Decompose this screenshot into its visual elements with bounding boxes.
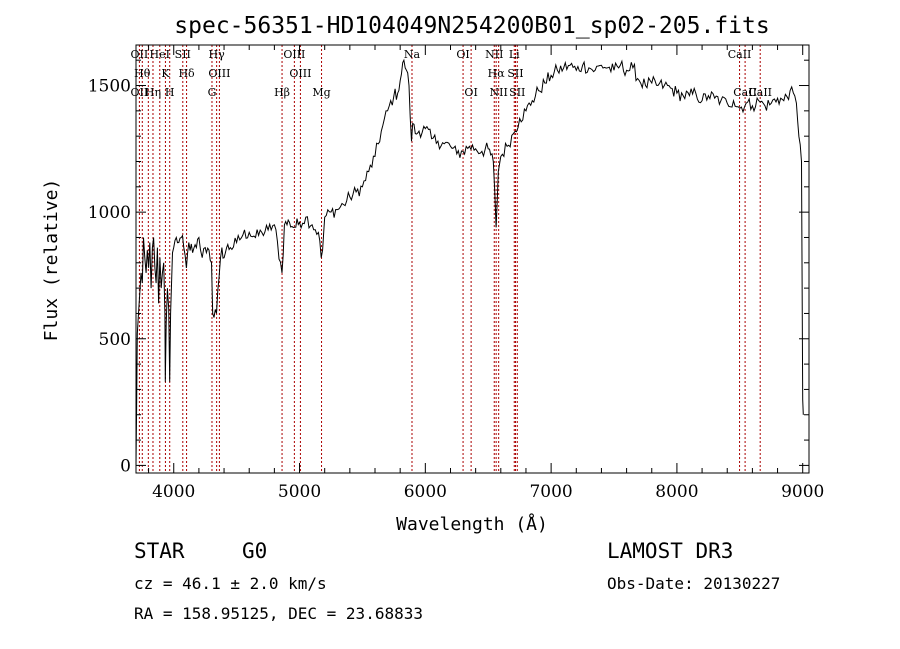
x-tick-label: 6000 xyxy=(404,482,447,502)
reference-line-label: H xyxy=(165,86,175,99)
plot-frame xyxy=(135,44,810,474)
reference-line-label: Na xyxy=(404,48,421,61)
reference-line-label: Hθ xyxy=(134,67,151,80)
y-tick-label: 1500 xyxy=(88,77,131,97)
x-tick-label: 4000 xyxy=(152,482,195,502)
object-class: STAR xyxy=(134,539,185,563)
reference-line-label: Hδ xyxy=(178,67,195,80)
reference-line-label: K xyxy=(161,67,170,80)
x-tick-label: 9000 xyxy=(781,482,824,502)
spectrum-line xyxy=(135,58,804,466)
y-axis-label: Flux (relative) xyxy=(41,179,62,342)
x-axis-label: Wavelength (Å) xyxy=(396,513,548,535)
reference-line-label: Hη xyxy=(145,86,161,99)
reference-line-label: Li xyxy=(509,48,520,61)
reference-line-label: Mg xyxy=(312,86,330,99)
reference-line-label: Hβ xyxy=(274,86,290,99)
reference-line-label: HeI xyxy=(150,48,170,61)
reference-line-labels: OIIOIIHθHηHeIKHSIIHδGHγOIIIHβOIIIOIIIMgN… xyxy=(131,48,772,99)
reference-line-label: OII xyxy=(131,86,149,99)
chart-title: spec-56351-HD104049N254200B01_sp02-205.f… xyxy=(174,13,769,39)
y-tick-label: 500 xyxy=(99,330,131,350)
survey-name: LAMOST DR3 xyxy=(607,539,734,563)
reference-line-label: SII xyxy=(509,86,525,99)
reference-line-label: CaII xyxy=(728,48,752,61)
x-tick-label: 7000 xyxy=(529,482,572,502)
reference-line-label: NII xyxy=(485,48,503,61)
x-tick-label: 8000 xyxy=(655,482,698,502)
reference-line-label: OIII xyxy=(283,48,305,61)
reference-line-label: OI xyxy=(464,86,477,99)
y-tick-label: 1000 xyxy=(88,203,131,223)
reference-line-label: Hγ xyxy=(209,48,226,61)
reference-line-label: NII xyxy=(490,86,508,99)
obs-date: Obs-Date: 20130227 xyxy=(607,574,781,593)
x-axis: 4000 5000 6000 7000 8000 9000 xyxy=(148,45,824,502)
spectrum-series xyxy=(135,58,804,466)
reference-line-label: OI xyxy=(456,48,469,61)
reference-line-label: OIII xyxy=(289,67,311,80)
reference-line-label: OIII xyxy=(208,67,230,80)
x-tick-label: 5000 xyxy=(278,482,321,502)
redshift-value: cz = 46.1 ± 2.0 km/s xyxy=(134,574,327,593)
coordinates: RA = 158.95125, DEC = 23.68833 xyxy=(134,604,423,623)
reference-line-label: CaII xyxy=(733,86,757,99)
reference-line-label: Hα xyxy=(488,67,506,80)
object-subclass: G0 xyxy=(242,539,268,563)
reference-line-label: SII xyxy=(175,48,191,61)
reference-line-label: G xyxy=(208,86,217,99)
reference-lines xyxy=(138,45,761,473)
reference-line-label: OII xyxy=(131,48,149,61)
y-tick-label: 0 xyxy=(120,456,131,476)
reference-line-label: CaII xyxy=(748,86,772,99)
y-axis: 0 500 1000 1500 xyxy=(88,59,809,476)
reference-line-label: SII xyxy=(507,67,523,80)
